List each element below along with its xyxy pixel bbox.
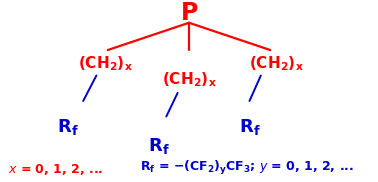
Text: $\mathbf{(CH_2)_x}$: $\mathbf{(CH_2)_x}$ (162, 71, 216, 89)
Text: $\mathbf{R_f}$: $\mathbf{R_f}$ (57, 117, 79, 137)
Text: $\bf{P}$: $\bf{P}$ (180, 1, 198, 25)
Text: $\mathbf{R_f}$: $\mathbf{R_f}$ (239, 117, 260, 137)
Text: $\mathbf{R_f}$ = $\mathbf{-(CF_2)_yCF_3}$; $\mathbf{\it{y}}$ = 0, 1, 2, ...: $\mathbf{R_f}$ = $\mathbf{-(CF_2)_yCF_3}… (140, 159, 354, 177)
Text: $\mathbf{(CH_2)_x}$: $\mathbf{(CH_2)_x}$ (79, 54, 133, 73)
Text: $\mathbf{R_f}$: $\mathbf{R_f}$ (148, 136, 170, 156)
Text: $\mathbf{\it{x}}$ = 0, 1, 2, ...: $\mathbf{\it{x}}$ = 0, 1, 2, ... (8, 162, 103, 177)
Text: $\mathbf{(CH_2)_x}$: $\mathbf{(CH_2)_x}$ (249, 54, 303, 73)
